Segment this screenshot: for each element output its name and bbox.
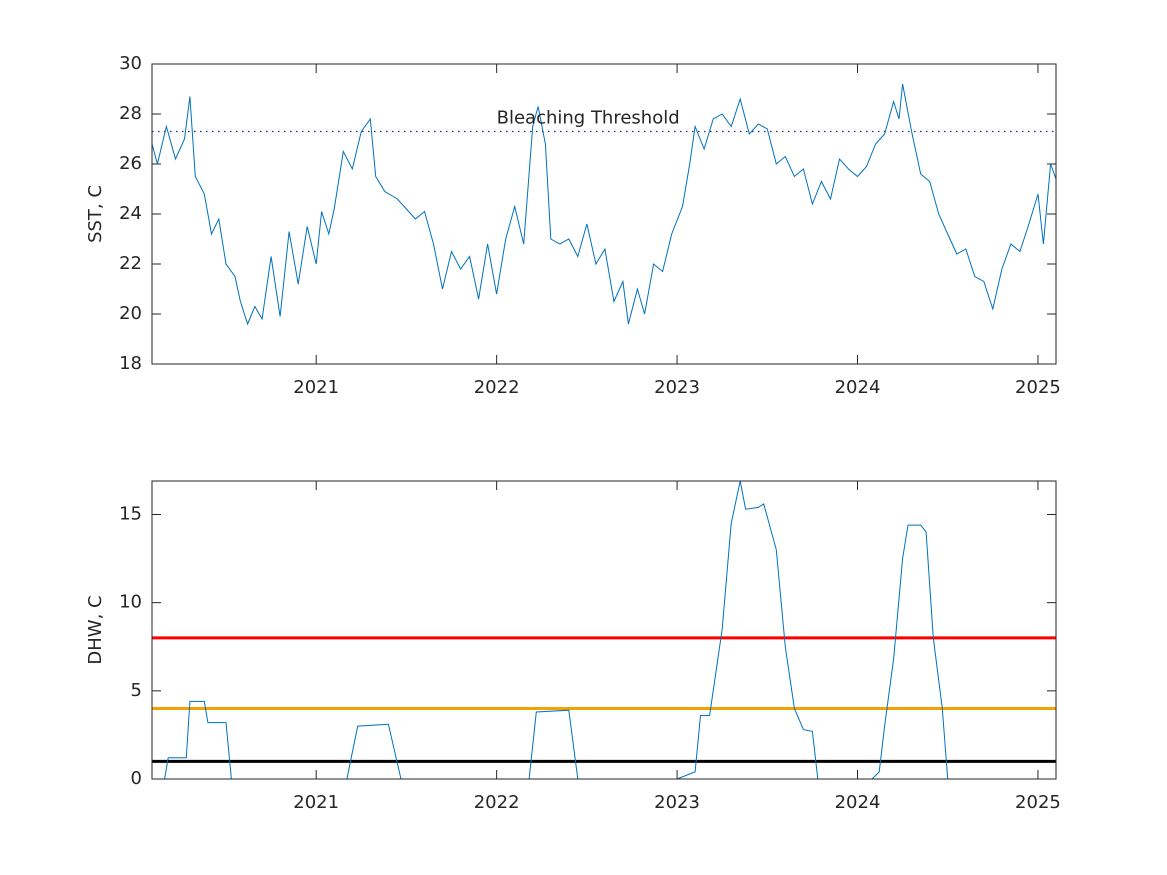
data-line [152,480,1056,780]
y-tick-label: 24 [119,203,142,224]
axes: 2021 2022 2023 2024 2025 0 5 10 15 DHW, C [85,480,1061,813]
y-tick-label: 20 [119,303,142,324]
y-axis-label: DHW, C [85,595,106,664]
y-tick-label: 0 [131,768,142,789]
x-tick-label: 2021 [293,377,339,398]
x-tick-label: 2025 [1015,377,1061,398]
axes-frame [151,480,1057,780]
y-tick-label: 10 [119,592,142,613]
y-tick-label: 30 [119,53,142,74]
y-tick-label: 28 [119,103,142,124]
y-axis-label: SST, C [85,185,106,243]
axes-frame [151,63,1057,365]
y-tick-label: 18 [119,353,142,374]
x-tick-label: 2024 [835,792,881,813]
x-tick-label: 2022 [474,792,520,813]
y-tick-label: 5 [131,680,142,701]
x-tick-label: 2023 [654,792,700,813]
y-tick-label: 22 [119,253,142,274]
x-tick-label: 2022 [474,377,520,398]
y-tick-label: 26 [119,153,142,174]
x-tick-label: 2023 [654,377,700,398]
x-tick-label: 2021 [293,792,339,813]
threshold-label: Bleaching Threshold [497,108,680,129]
x-tick-label: 2024 [835,377,881,398]
x-tick-label: 2025 [1015,792,1061,813]
data-line [151,83,1057,326]
y-tick-label: 15 [119,504,142,525]
